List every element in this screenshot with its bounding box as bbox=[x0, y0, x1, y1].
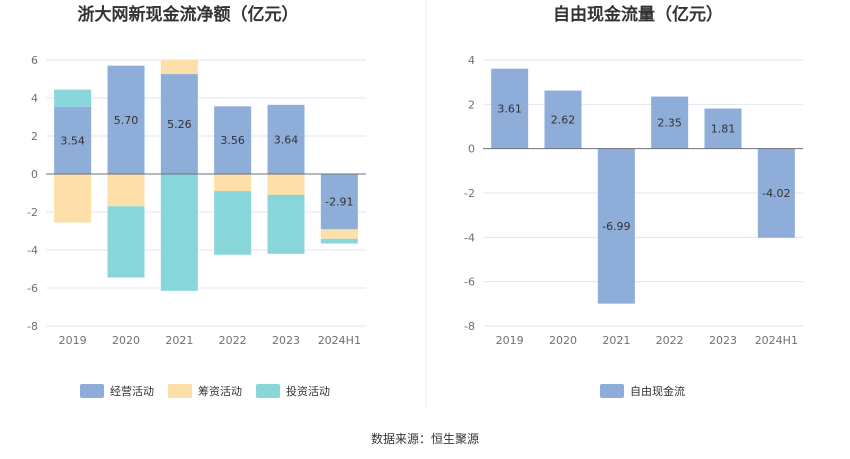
bar-经营活动-2021 bbox=[160, 74, 198, 174]
data-label: 5.70 bbox=[114, 114, 139, 127]
bar-筹资活动-2023 bbox=[267, 174, 305, 195]
bar-筹资活动-2021 bbox=[160, 60, 198, 75]
x-tick-label: 2020 bbox=[112, 334, 140, 347]
legend-swatch[interactable] bbox=[256, 384, 280, 398]
bar-投资活动-2024H1 bbox=[320, 238, 358, 244]
bar-投资活动-2023 bbox=[267, 194, 305, 254]
legend-label[interactable]: 投资活动 bbox=[286, 384, 330, 398]
chart-title: 自由现金流量（亿元） bbox=[553, 4, 723, 25]
y-tick-label: -4 bbox=[464, 231, 475, 244]
bar-经营活动-2023 bbox=[267, 104, 305, 174]
data-label: -4.02 bbox=[762, 187, 790, 200]
data-label: -6.99 bbox=[602, 220, 630, 233]
y-tick-label: -2 bbox=[464, 187, 475, 200]
legend-swatch[interactable] bbox=[600, 384, 624, 398]
y-tick-label: 6 bbox=[31, 54, 38, 67]
legend-label[interactable]: 自由现金流 bbox=[630, 384, 685, 398]
bar-经营活动-2022 bbox=[214, 106, 252, 174]
data-source: 数据来源：恒生聚源 bbox=[370, 432, 479, 446]
data-label: 3.64 bbox=[274, 133, 299, 146]
bar-经营活动-2024H1 bbox=[320, 174, 358, 230]
x-tick-label: 2019 bbox=[496, 334, 524, 347]
x-tick-label: 2023 bbox=[272, 334, 300, 347]
bar-经营活动-2020 bbox=[107, 65, 145, 174]
y-tick-label: 0 bbox=[468, 143, 475, 156]
y-tick-label: -8 bbox=[464, 320, 475, 333]
legend-swatch[interactable] bbox=[168, 384, 192, 398]
bar-自由现金流-2021 bbox=[597, 148, 635, 304]
chart-title: 浙大网新现金流净额（亿元） bbox=[78, 4, 299, 25]
y-tick-label: -6 bbox=[27, 282, 38, 295]
legend-swatch[interactable] bbox=[80, 384, 104, 398]
x-tick-label: 2023 bbox=[709, 334, 737, 347]
x-tick-label: 2024H1 bbox=[755, 334, 798, 347]
bar-投资活动-2020 bbox=[107, 206, 145, 278]
legend-label[interactable]: 筹资活动 bbox=[198, 384, 242, 398]
bar-筹资活动-2024H1 bbox=[320, 229, 358, 239]
bar-筹资活动-2019 bbox=[54, 174, 92, 223]
bar-投资活动-2019 bbox=[54, 89, 92, 107]
bar-自由现金流-2022 bbox=[651, 96, 689, 149]
x-tick-label: 2024H1 bbox=[318, 334, 361, 347]
bar-经营活动-2019 bbox=[54, 106, 92, 174]
x-tick-label: 2022 bbox=[656, 334, 684, 347]
x-tick-label: 2021 bbox=[165, 334, 193, 347]
data-label: 1.81 bbox=[711, 123, 736, 136]
data-label: 5.26 bbox=[167, 118, 192, 131]
y-tick-label: 2 bbox=[468, 98, 475, 111]
data-label: 3.61 bbox=[497, 103, 522, 116]
bar-投资活动-2022 bbox=[214, 191, 252, 255]
y-tick-label: 0 bbox=[31, 168, 38, 181]
bar-自由现金流-2024H1 bbox=[757, 148, 795, 238]
bar-投资活动-2021 bbox=[160, 174, 198, 291]
bar-自由现金流-2023 bbox=[704, 108, 742, 149]
bar-筹资活动-2020 bbox=[107, 174, 145, 207]
bar-筹资活动-2022 bbox=[214, 174, 252, 192]
x-tick-label: 2019 bbox=[59, 334, 87, 347]
data-label: -2.91 bbox=[325, 196, 353, 209]
bar-自由现金流-2020 bbox=[544, 90, 582, 149]
data-label: 2.62 bbox=[551, 114, 576, 127]
y-tick-label: -8 bbox=[27, 320, 38, 333]
data-label: 3.56 bbox=[220, 134, 245, 147]
cashflow-chart: 浙大网新现金流净额（亿元） 6 4 2 0 -2 -4 -6 -8 2019 2020 2021 20… bbox=[27, 4, 366, 398]
bar-自由现金流-2019 bbox=[491, 68, 529, 149]
y-tick-label: 4 bbox=[31, 92, 38, 105]
y-tick-label: -6 bbox=[464, 276, 475, 289]
y-tick-label: 4 bbox=[468, 54, 475, 67]
x-tick-label: 2021 bbox=[602, 334, 630, 347]
y-tick-label: -4 bbox=[27, 244, 38, 257]
data-label: 3.54 bbox=[60, 134, 85, 147]
free-cashflow-chart: 自由现金流量（亿元） 4 2 0 -2 -4 -6 -8 2019 2020 2021 2022 20… bbox=[464, 4, 803, 398]
y-tick-label: -2 bbox=[27, 206, 38, 219]
y-tick-label: 2 bbox=[31, 130, 38, 143]
legend-label[interactable]: 经营活动 bbox=[110, 384, 154, 398]
x-tick-label: 2020 bbox=[549, 334, 577, 347]
data-label: 2.35 bbox=[657, 117, 682, 130]
x-tick-label: 2022 bbox=[219, 334, 247, 347]
